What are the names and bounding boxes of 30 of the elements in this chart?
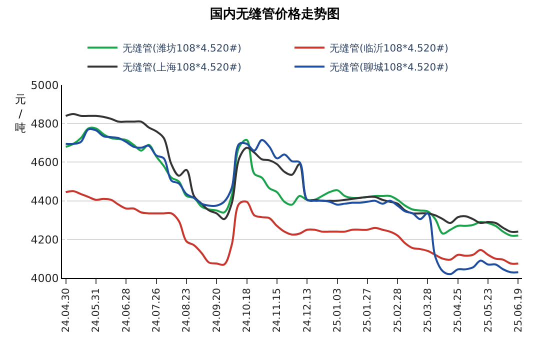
- y-tick-label: 4800: [30, 117, 59, 130]
- x-tick-label: 25.03.28: [422, 288, 434, 333]
- x-tick-label: 24.08.23: [182, 288, 193, 333]
- x-tick-label: 24.05.31: [91, 288, 102, 333]
- chart-title: 国内无缝管价格走势图: [210, 6, 340, 22]
- x-tick-label: 25.02.28: [392, 288, 404, 333]
- x-tick-label: 25.01.27: [362, 288, 374, 333]
- y-tick-label: 4200: [30, 233, 59, 246]
- x-tick-label: 25.05.23: [483, 288, 494, 333]
- x-tick-label: 24.09.20: [212, 288, 223, 333]
- legend-label: 无缝管(临沂108*4.520#): [330, 42, 448, 55]
- x-tick-label: 24.06.28: [121, 288, 132, 333]
- x-tick-label: 25.01.03: [332, 288, 344, 333]
- x-tick-label: 24.07.26: [152, 288, 163, 333]
- x-tick-label: 24.12.13: [302, 288, 314, 333]
- x-tick-label: 24.11.15: [272, 288, 284, 333]
- x-tick-label: 25.06.19: [513, 288, 524, 333]
- y-tick-label: 4000: [30, 272, 59, 285]
- y-tick-label: 4600: [30, 156, 59, 170]
- x-tick-label: 25.04.25: [453, 288, 464, 333]
- y-tick-label: 5000: [30, 78, 59, 92]
- legend-label: 无缝管(潍坊108*4.520#): [122, 42, 242, 55]
- legend-label: 无缝管(上海108*4.520#): [122, 62, 242, 74]
- legend-label: 无缝管(聊城108*4.520#): [330, 62, 448, 74]
- y-tick-label: 4400: [30, 194, 59, 208]
- line-series: [64, 190, 520, 266]
- line-series: [64, 128, 520, 276]
- x-tick-label: 24.04.30: [61, 288, 72, 333]
- y-axis-title: 元/吨: [15, 93, 26, 135]
- x-tick-label: 24.10.18: [242, 288, 253, 333]
